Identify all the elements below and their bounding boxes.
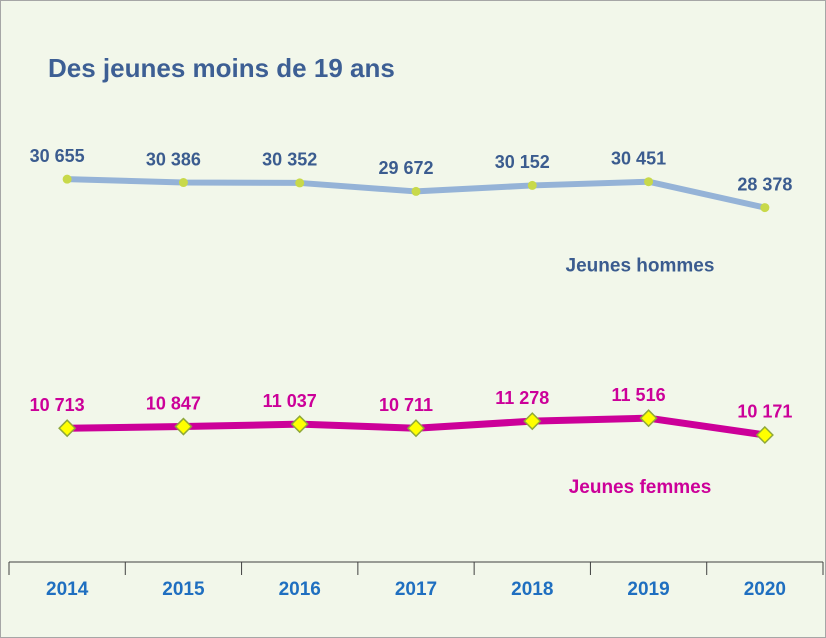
marker	[406, 419, 426, 438]
data-label: 10 713	[30, 395, 85, 415]
marker	[295, 178, 305, 188]
data-label: 10 171	[737, 402, 792, 422]
x-tick-label: 2018	[511, 579, 553, 600]
marker	[290, 415, 309, 434]
data-label: 30 451	[611, 148, 666, 168]
x-tick-label: 2016	[279, 579, 321, 600]
series-label: Jeunes femmes	[569, 477, 712, 498]
data-label: 10 711	[379, 395, 433, 415]
data-label: 11 516	[612, 385, 666, 405]
x-tick-label: 2019	[627, 579, 669, 600]
marker	[174, 417, 193, 436]
marker	[411, 186, 421, 196]
data-label: 29 672	[378, 158, 433, 178]
marker	[760, 203, 770, 213]
marker	[644, 177, 654, 187]
data-label: 30 352	[262, 150, 317, 170]
x-tick-label: 2020	[744, 579, 786, 600]
series-label: Jeunes hommes	[566, 256, 715, 277]
data-label: 30 386	[146, 149, 201, 169]
chart-title: Des jeunes moins de 19 ans	[48, 53, 395, 83]
marker	[62, 174, 72, 184]
data-label: 11 278	[495, 388, 549, 408]
marker	[755, 425, 774, 445]
x-tick-label: 2015	[162, 579, 205, 600]
data-label: 28 378	[737, 174, 792, 194]
data-label: 11 037	[263, 391, 317, 411]
data-label: 30 152	[495, 152, 550, 172]
marker	[527, 180, 537, 190]
data-label: 10 847	[146, 393, 201, 413]
marker	[523, 412, 542, 431]
marker	[639, 409, 658, 428]
marker	[178, 178, 188, 188]
marker	[58, 419, 77, 438]
x-tick-label: 2017	[395, 579, 437, 600]
x-tick-label: 2014	[46, 579, 89, 600]
data-label: 30 655	[30, 146, 85, 166]
